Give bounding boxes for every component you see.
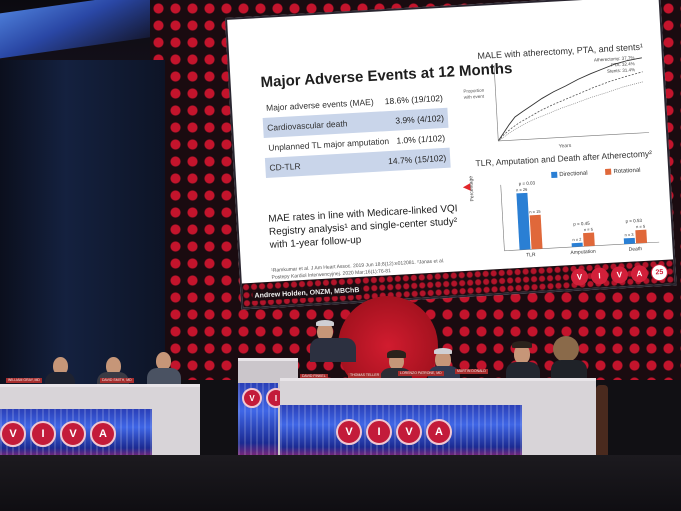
torso bbox=[310, 338, 356, 362]
bar-n-label: n = 5 bbox=[636, 224, 646, 230]
km-chart-ylabel: Proportion with event bbox=[463, 87, 485, 100]
bar-rotational-amputation bbox=[583, 232, 595, 247]
slide-body-text: MAE rates in line with Medicare-linked V… bbox=[268, 203, 458, 251]
hair bbox=[553, 336, 579, 362]
row-value: 3.9% (4/102) bbox=[395, 112, 445, 126]
row-value: 1.0% (1/102) bbox=[396, 132, 446, 146]
bar-chart-ylabel: Percentage bbox=[468, 175, 476, 202]
row-label: CD-TLR bbox=[269, 161, 301, 173]
logo-letter: V bbox=[336, 419, 362, 445]
row-value: 14.7% (15/102) bbox=[387, 152, 447, 167]
bar-rotational-tlr bbox=[529, 214, 543, 250]
bar-n-label: n = 3 bbox=[624, 232, 634, 238]
km-y-axis bbox=[493, 65, 499, 141]
logo-letter: V bbox=[60, 421, 86, 447]
logo-letter: V bbox=[242, 388, 262, 408]
km-line-stents bbox=[498, 81, 644, 142]
km-chart bbox=[493, 57, 650, 142]
bar-n-label: n = 2 bbox=[572, 237, 582, 243]
viva-logo: V I V A bbox=[336, 419, 452, 445]
podium: V I bbox=[238, 358, 298, 473]
bar-n-label: n = 26 bbox=[516, 187, 528, 193]
logo-letter: V bbox=[396, 419, 422, 445]
stage-floor bbox=[0, 455, 681, 511]
bar-p-label: p = 0.53 bbox=[625, 218, 642, 224]
bar-category-label: Amputation bbox=[570, 249, 596, 256]
logo-letter: I bbox=[366, 419, 392, 445]
head bbox=[156, 352, 171, 370]
head bbox=[106, 357, 121, 375]
nameplate: DAVID FINKEL bbox=[300, 374, 328, 379]
speaker-name: Andrew Holden, ONZM, MBChB bbox=[252, 285, 362, 301]
bar-y-axis bbox=[500, 184, 505, 251]
bar-n-label: n = 5 bbox=[584, 227, 594, 233]
chair bbox=[596, 385, 608, 460]
hair bbox=[512, 341, 532, 348]
bar-directional-amputation bbox=[571, 242, 583, 247]
km-chart-xlabel: Years bbox=[558, 142, 572, 150]
viva-logo: V I V A 25 bbox=[570, 263, 669, 287]
slide-title: Major Adverse Events at 12 Months bbox=[260, 60, 513, 92]
km-legend: Atherectomy: 37.7% PTA: 32.4% Stents: 31… bbox=[594, 55, 635, 75]
logo-edition: 25 bbox=[650, 263, 669, 282]
logo-letter: I bbox=[30, 421, 56, 447]
logo-letter: I bbox=[590, 267, 609, 285]
head bbox=[514, 344, 530, 364]
head bbox=[435, 350, 451, 369]
head bbox=[317, 322, 333, 341]
logo-letter: A bbox=[630, 264, 649, 283]
logo-letter: V bbox=[610, 265, 629, 284]
logo-letter: A bbox=[90, 421, 116, 447]
bar-category-label: TLR bbox=[526, 252, 536, 259]
torso bbox=[147, 368, 181, 388]
nameplate: THOMAS TELLER bbox=[348, 373, 382, 378]
hair bbox=[316, 320, 334, 326]
bar-category-label: Death bbox=[629, 246, 643, 253]
torso bbox=[506, 362, 540, 382]
presentation-slide: Major Adverse Events at 12 Months Major … bbox=[225, 0, 677, 310]
logo-letter: V bbox=[570, 268, 589, 287]
mae-table: Major adverse events (MAE) 18.6% (19/102… bbox=[262, 88, 451, 178]
blue-curtain bbox=[0, 60, 165, 400]
km-line-pta bbox=[497, 71, 643, 142]
viva-logo: V I V A bbox=[0, 421, 116, 447]
bar-rotational-death bbox=[635, 229, 648, 244]
km-x-axis bbox=[498, 132, 650, 142]
bar-n-label: n = 15 bbox=[529, 209, 541, 215]
bar-directional-death bbox=[623, 237, 636, 245]
panel-table-left: V I V A bbox=[0, 384, 200, 467]
hair bbox=[387, 350, 406, 358]
bar-p-label: p = 0.03 bbox=[519, 180, 536, 186]
torso bbox=[551, 360, 587, 382]
km-line-atherectomy bbox=[497, 57, 642, 142]
panel-table-right: V I V A bbox=[280, 378, 596, 467]
nameplate: MARTIN DONALD bbox=[455, 369, 488, 374]
bar-p-label: p = 0.45 bbox=[573, 221, 590, 227]
nameplate: LORENZO PATRONE, MD bbox=[398, 371, 444, 376]
logo-letter: V bbox=[0, 421, 26, 447]
hair bbox=[434, 348, 452, 354]
bar-directional-tlr bbox=[516, 192, 531, 250]
head bbox=[53, 357, 68, 375]
nameplate: DAVID SMITH, MD bbox=[100, 378, 134, 383]
nameplate: WILLIAM GRAY, MD bbox=[6, 378, 42, 383]
logo-letter: A bbox=[426, 419, 452, 445]
